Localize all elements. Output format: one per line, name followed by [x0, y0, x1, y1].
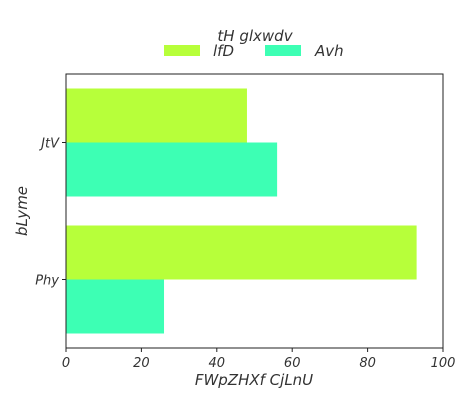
y-tick-label-phy: Phy [35, 274, 59, 289]
legend-swatch-lfd [164, 45, 200, 56]
legend-label-avh: Avh [314, 42, 344, 60]
legend-label-lfd: lfD [213, 42, 234, 60]
bar-avh-phy [66, 279, 165, 334]
y-axis-ticks: JtV Phy [35, 137, 66, 289]
legend-title: tH glxwdv [217, 27, 293, 45]
legend: tH glxwdv lfD Avh [164, 27, 344, 60]
bar-avh-jtv [66, 142, 278, 197]
x-axis-ticks: 0 20 40 60 80 100 [62, 348, 456, 371]
legend-swatch-avh [265, 45, 301, 56]
x-tick-label: 0 [62, 356, 70, 371]
x-tick-label: 80 [359, 356, 376, 371]
x-axis-label: FWpZHXf CjLnU [195, 371, 313, 389]
y-axis-label: bLyme [13, 186, 31, 236]
bar-lfd-jtv [66, 88, 247, 143]
y-tick-label-jtv: JtV [38, 137, 60, 152]
x-tick-label: 40 [209, 356, 226, 371]
bar-lfd-phy [66, 225, 417, 280]
bars-group [66, 88, 417, 334]
x-tick-label: 20 [133, 356, 150, 371]
plot-frame [65, 73, 444, 349]
x-tick-label: 60 [284, 356, 301, 371]
x-tick-label: 100 [431, 356, 456, 371]
